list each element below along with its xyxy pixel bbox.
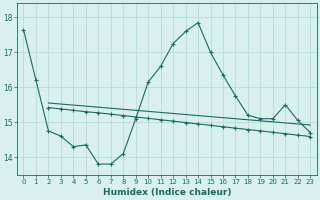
X-axis label: Humidex (Indice chaleur): Humidex (Indice chaleur) xyxy=(103,188,231,197)
